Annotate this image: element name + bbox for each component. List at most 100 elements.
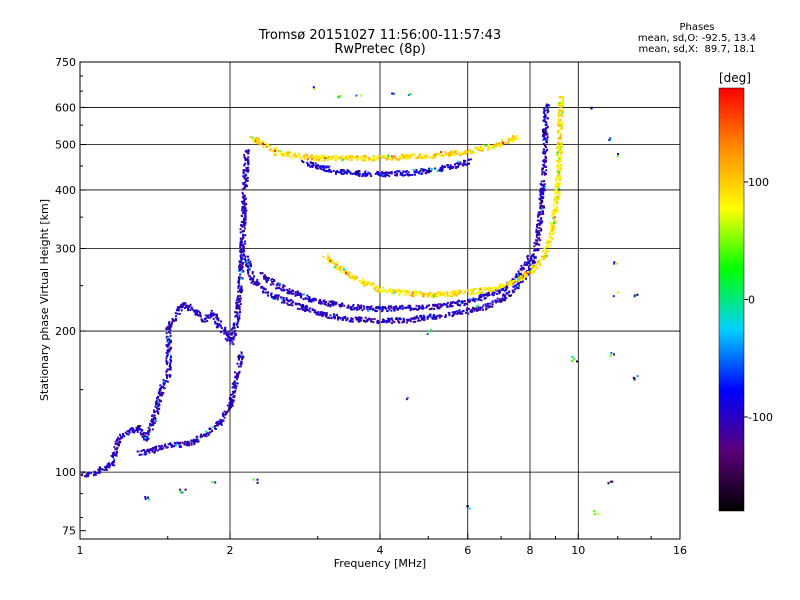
data-point [147, 449, 150, 452]
data-point [358, 280, 361, 283]
data-point [333, 317, 336, 320]
data-point [347, 274, 350, 277]
data-point [369, 158, 372, 161]
data-point [539, 202, 542, 205]
data-point [330, 317, 333, 320]
data-point [233, 322, 236, 325]
data-point [163, 383, 166, 386]
data-point [367, 158, 370, 161]
data-point [504, 298, 507, 301]
data-point [609, 137, 612, 140]
data-point [333, 262, 336, 265]
data-point [535, 265, 538, 268]
data-point [471, 299, 474, 302]
data-point [317, 313, 320, 316]
data-point [350, 158, 353, 161]
data-point [305, 305, 308, 308]
data-point [478, 290, 481, 293]
data-point [168, 338, 171, 341]
data-point [409, 320, 412, 323]
data-point [190, 441, 193, 444]
data-point [128, 430, 131, 433]
data-point [167, 349, 170, 352]
data-point [109, 464, 112, 467]
data-point [554, 207, 557, 210]
data-point [452, 290, 455, 293]
data-point [239, 263, 242, 266]
data-point [185, 306, 188, 309]
data-point [235, 303, 238, 306]
y-tick-label: 300 [55, 243, 76, 256]
data-point [558, 123, 561, 126]
data-point [515, 276, 518, 279]
data-point [165, 328, 168, 331]
data-point [288, 292, 291, 295]
data-point [479, 148, 482, 151]
data-point [383, 172, 386, 175]
data-point [523, 272, 526, 275]
data-point [559, 102, 562, 105]
data-point [279, 150, 282, 153]
data-point [406, 396, 409, 399]
data-point [439, 291, 442, 294]
data-point [398, 317, 401, 320]
data-point [450, 305, 453, 308]
data-point [158, 398, 161, 401]
data-point [544, 107, 547, 110]
data-point [433, 308, 436, 311]
data-point [323, 154, 326, 157]
data-point [394, 306, 397, 309]
data-point [275, 287, 278, 290]
data-point [174, 312, 177, 315]
data-point [334, 314, 337, 317]
data-point [364, 156, 367, 159]
data-point [166, 355, 169, 358]
data-point [128, 429, 131, 432]
data-point [145, 439, 148, 442]
data-point [557, 129, 560, 132]
data-point [300, 306, 303, 309]
data-point [456, 302, 459, 305]
data-point [417, 319, 420, 322]
data-point [413, 307, 416, 310]
data-point [351, 317, 354, 320]
data-point [359, 316, 362, 319]
data-point [488, 286, 491, 289]
data-point [188, 444, 191, 447]
data-point [545, 139, 548, 142]
data-point [238, 299, 241, 302]
data-point [239, 237, 242, 240]
data-point [144, 495, 147, 498]
data-point [300, 304, 303, 307]
data-point [270, 296, 273, 299]
data-point [437, 306, 440, 309]
data-point [114, 442, 117, 445]
data-point [609, 354, 612, 357]
data-point [559, 96, 562, 99]
data-point [341, 266, 344, 269]
data-point [244, 178, 247, 181]
data-point [448, 153, 451, 156]
data-point [243, 209, 246, 212]
data-point [165, 332, 168, 335]
data-point [536, 239, 539, 242]
data-point [235, 374, 238, 377]
data-point [376, 171, 379, 174]
data-point [207, 433, 210, 436]
data-point [494, 145, 497, 148]
data-point [136, 450, 139, 453]
data-point [322, 155, 325, 158]
data-point [232, 391, 235, 394]
data-point [248, 274, 251, 277]
data-point [555, 186, 558, 189]
data-point [230, 328, 233, 331]
data-point [294, 155, 297, 158]
data-point [533, 266, 536, 269]
data-point [461, 300, 464, 303]
data-point [399, 157, 402, 160]
data-point [179, 491, 182, 494]
data-point [215, 315, 218, 318]
data-point [414, 156, 417, 159]
data-point [556, 202, 559, 205]
data-point [394, 174, 397, 177]
